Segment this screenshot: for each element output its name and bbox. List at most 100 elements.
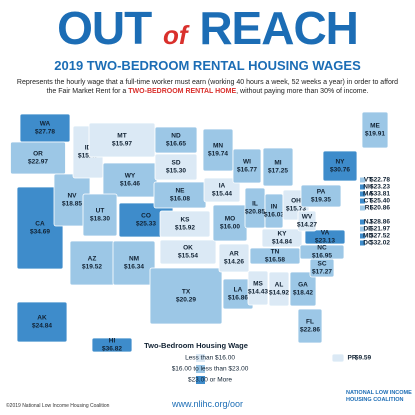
- state-value: $18.85: [62, 201, 82, 208]
- state-value: $9.59: [355, 355, 372, 362]
- state-value: $14.27: [297, 222, 317, 229]
- description: Represents the hourly wage that a full-t…: [14, 78, 401, 96]
- state-value: $15.44: [212, 191, 232, 198]
- state-name: NV: [67, 193, 77, 200]
- state-name: UT: [96, 208, 105, 215]
- state-value: $19.35: [311, 197, 331, 204]
- logo-text: NATIONAL LOW INCOME HOUSING COALITION: [346, 390, 412, 403]
- state: [360, 205, 365, 211]
- state-value: $22.97: [28, 159, 48, 166]
- state: [16, 186, 64, 270]
- state-value: $14.43: [248, 289, 268, 296]
- state-value: $16.34: [124, 264, 144, 271]
- copyright: ©2019 National Low Income Housing Coalit…: [6, 403, 110, 409]
- state: [360, 198, 365, 204]
- state-value: $22.86: [300, 327, 320, 334]
- state-value: $20.29: [176, 297, 196, 304]
- state: [91, 337, 133, 353]
- state-value: $25.40: [370, 198, 390, 205]
- state-value: $34.69: [30, 229, 50, 236]
- state: [360, 226, 365, 232]
- state-name: DE: [363, 226, 373, 233]
- state-name: GA: [298, 282, 308, 289]
- state-value: $16.00: [220, 224, 240, 231]
- state-name: NM: [129, 256, 139, 263]
- state: [297, 308, 323, 344]
- state-name: CA: [35, 221, 45, 228]
- state-value: $19.74: [208, 151, 228, 158]
- url[interactable]: www.nlihc.org/oor: [171, 399, 244, 409]
- state-name: NJ: [364, 219, 373, 226]
- state: [247, 270, 269, 306]
- state: [154, 153, 198, 181]
- state: [159, 239, 217, 265]
- desc-highlight: TWO-BEDROOM RENTAL HOME: [128, 88, 237, 95]
- state-name: AR: [229, 251, 239, 258]
- legend-title: Two-Bedroom Housing Wage: [144, 341, 248, 350]
- state: [154, 126, 198, 154]
- state: [262, 147, 294, 187]
- state-name: NY: [335, 159, 345, 166]
- state-value: $14.84: [272, 239, 292, 246]
- state-value: $15.73: [286, 206, 306, 213]
- state-name: OR: [33, 151, 43, 158]
- state-name: VA: [321, 230, 330, 237]
- title-part: REACH: [199, 2, 359, 54]
- state-value: $15.92: [175, 225, 195, 232]
- state-value: $16.46: [120, 181, 140, 188]
- state-name: MT: [117, 133, 126, 140]
- state-value: $16.03: [264, 212, 284, 219]
- state-name: IA: [219, 183, 226, 190]
- state-name: WI: [243, 159, 251, 166]
- state: [261, 228, 303, 248]
- state-name: MA: [363, 191, 373, 198]
- state-name: AZ: [88, 256, 97, 263]
- state-value: $23.13: [315, 238, 335, 245]
- state: [299, 244, 345, 260]
- state-name: OH: [291, 198, 301, 205]
- state-name: MO: [225, 216, 235, 223]
- state: [360, 184, 365, 190]
- state-name: IL: [252, 201, 258, 208]
- state-value: $16.65: [166, 141, 186, 148]
- state-name: HI: [109, 338, 116, 345]
- state-name: FL: [306, 319, 314, 326]
- state-value: $27.78: [35, 129, 55, 136]
- state-value: $20.86: [370, 205, 390, 212]
- state-name: AL: [275, 282, 284, 289]
- state-value: $20.85: [245, 209, 265, 216]
- state-value: $23.23: [370, 184, 390, 191]
- state-name: MD: [363, 233, 373, 240]
- state-name: KS: [180, 217, 190, 224]
- state-name: NE: [175, 188, 185, 195]
- state-name: VT: [364, 177, 372, 184]
- state-name: ND: [171, 133, 181, 140]
- legend-label: Less than $16.00: [185, 355, 235, 362]
- state-value: $16.08: [170, 196, 190, 203]
- state-name: KY: [277, 231, 287, 238]
- state-name: ME: [370, 123, 380, 130]
- state: [297, 210, 317, 232]
- state-value: $17.25: [268, 168, 288, 175]
- state-name: OK: [183, 245, 193, 252]
- state-name: AK: [37, 315, 47, 322]
- state: [10, 141, 66, 175]
- state-name: MN: [213, 143, 223, 150]
- state-name: LA: [234, 287, 243, 294]
- state: [16, 301, 68, 343]
- state-value: $21.97: [370, 226, 390, 233]
- state: [360, 219, 365, 225]
- state-value: $16.95: [312, 253, 332, 260]
- state-name: SC: [317, 261, 326, 268]
- state: [361, 111, 389, 149]
- state-value: $15.97: [112, 141, 132, 148]
- state-name: WV: [302, 214, 313, 221]
- state-name: RI: [365, 205, 372, 212]
- state-value: $18.42: [293, 290, 313, 297]
- desc-text: , without paying more than 30% of income…: [236, 88, 369, 95]
- state-value: $30.76: [330, 167, 350, 174]
- legend-swatch: [196, 365, 205, 373]
- state-value: $36.82: [102, 346, 122, 353]
- state: [331, 353, 345, 363]
